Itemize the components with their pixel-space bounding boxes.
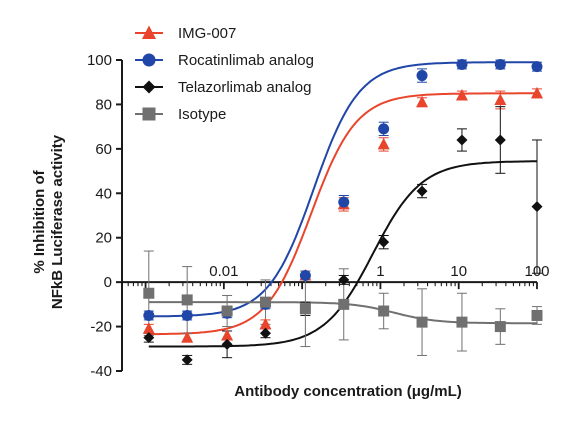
data-point: [338, 274, 350, 286]
data-point: [377, 137, 390, 150]
legend-marker: [142, 53, 156, 67]
data-point: [531, 86, 543, 99]
data-point: [378, 123, 390, 135]
data-point: [259, 296, 271, 308]
data-point: [378, 305, 390, 317]
data-point: [456, 316, 468, 328]
fit-curve: [148, 160, 537, 348]
legend-marker: [142, 80, 156, 94]
data-point: [142, 322, 155, 334]
legend-entry: Telazorlimab analog: [135, 79, 311, 96]
data-point: [181, 309, 193, 321]
data-point: [378, 236, 390, 248]
data-point: [221, 305, 233, 317]
data-point: [416, 95, 429, 108]
data-point: [455, 89, 468, 101]
data-markers: [142, 58, 543, 366]
y-axis-title-line-1: % Inhibition of: [31, 169, 48, 273]
y-tick-label: 40: [95, 185, 112, 202]
data-point: [143, 332, 155, 344]
data-point: [456, 134, 468, 146]
data-point: [416, 70, 428, 82]
legend-entry: Rocatinlimab analog: [135, 52, 314, 69]
legend-label: Isotype: [178, 106, 226, 123]
legend-label: Telazorlimab analog: [178, 79, 311, 96]
legend: IMG-007 Rocatinlimab analog Telazorlimab a…: [135, 25, 314, 123]
data-point: [299, 269, 311, 281]
y-tick-label: -20: [90, 319, 112, 336]
data-point: [416, 316, 428, 328]
data-point: [221, 328, 234, 341]
legend-marker: [142, 25, 156, 39]
data-point: [456, 58, 468, 70]
fit-curve: [148, 61, 537, 318]
data-point: [143, 287, 155, 299]
legend-entry: Isotype: [135, 106, 226, 123]
x-axis-title: Antibody concentration (μg/mL): [234, 383, 462, 400]
legend-label: IMG-007: [178, 25, 236, 42]
y-tick-label: -40: [90, 363, 112, 380]
x-tick-label: 0.01: [209, 263, 238, 280]
data-point: [494, 93, 507, 105]
x-tick-label: 1: [376, 263, 384, 280]
data-point: [338, 196, 350, 208]
data-point: [181, 331, 194, 343]
data-point: [494, 134, 506, 146]
y-axis-title: % Inhibition of NFkB Luciferase activity: [31, 134, 66, 309]
data-point: [531, 61, 543, 73]
fit-curve: [148, 92, 537, 336]
data-point: [259, 317, 272, 330]
y-tick-label: 80: [95, 96, 112, 113]
y-tick-label: 100: [87, 52, 112, 69]
legend-entry: IMG-007: [135, 25, 236, 42]
legend-label: Rocatinlimab analog: [178, 52, 314, 69]
data-point: [338, 298, 350, 310]
data-point: [531, 309, 543, 321]
data-point: [494, 321, 506, 333]
data-point: [181, 354, 193, 366]
y-axis-title-line-2: NFkB Luciferase activity: [49, 134, 66, 309]
data-point: [494, 58, 506, 70]
data-point: [299, 303, 311, 315]
x-tick-label: 10: [450, 263, 467, 280]
legend-marker: [142, 107, 156, 121]
data-point: [181, 294, 193, 306]
data-point: [531, 201, 543, 213]
data-point: [221, 338, 233, 350]
data-point: [416, 185, 428, 197]
y-tick-label: 0: [104, 274, 112, 291]
y-tick-label: 20: [95, 230, 112, 247]
y-tick-label: 60: [95, 141, 112, 158]
data-point: [143, 309, 155, 321]
data-point: [259, 327, 271, 339]
